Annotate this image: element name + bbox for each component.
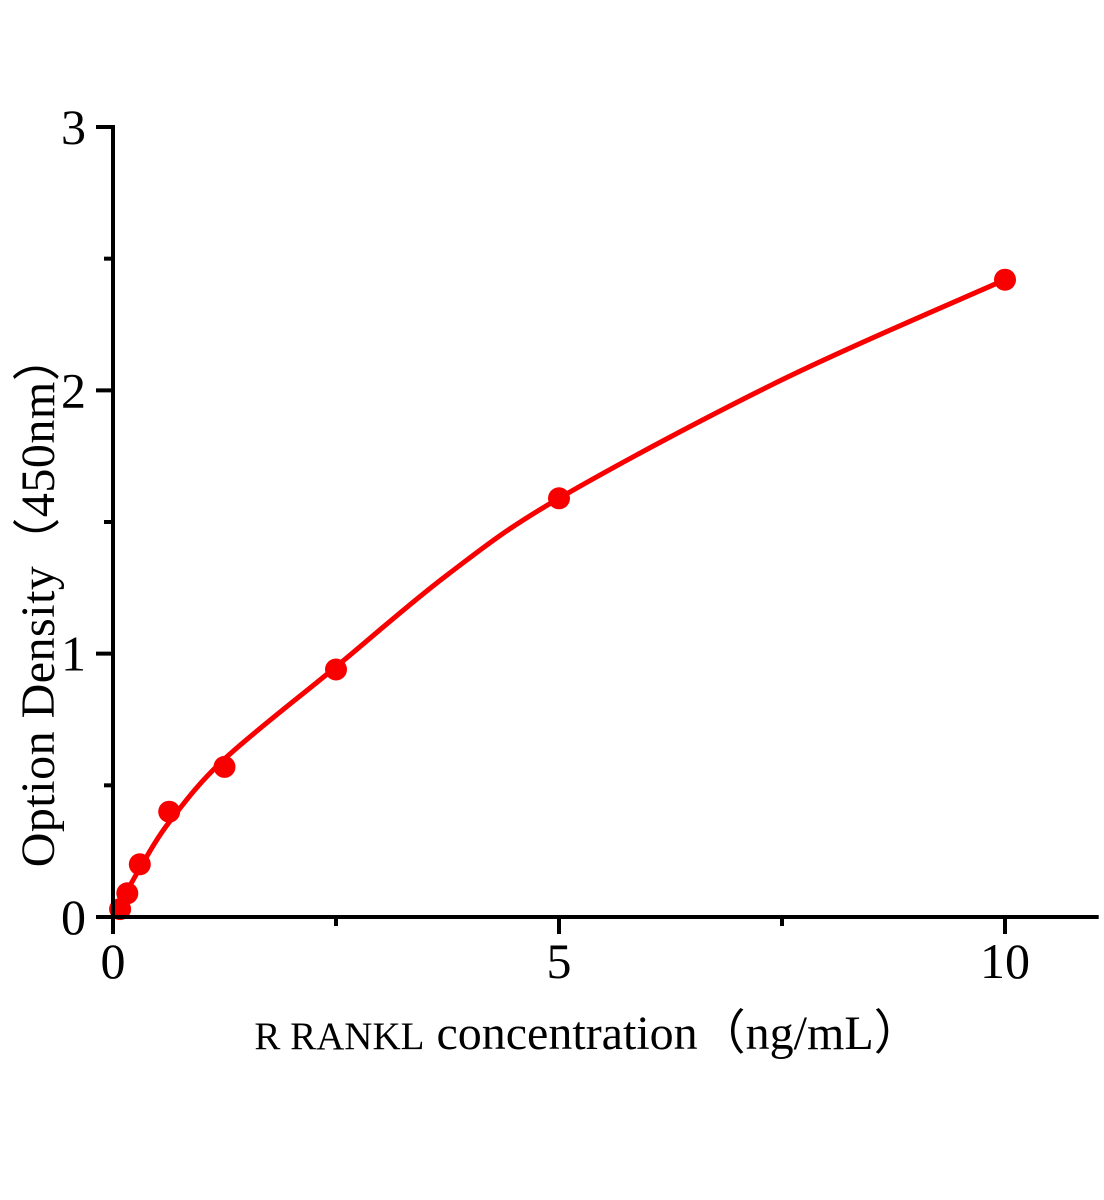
x-axis-title-prefix: R RANKL xyxy=(254,1015,425,1058)
x-axis-title: R RANKL concentration（ng/mL） xyxy=(254,993,921,1063)
data-point xyxy=(128,853,151,876)
x-axis-title-main: concentration（ng/mL） xyxy=(436,1007,922,1060)
y-tick-label: 0 xyxy=(61,889,86,945)
data-point xyxy=(325,658,347,681)
y-tick-label: 1 xyxy=(61,626,86,682)
data-point xyxy=(158,800,181,823)
data-point xyxy=(116,882,139,905)
y-axis-title: Option Density（450nm） xyxy=(12,332,65,868)
fit-curve xyxy=(110,277,1007,919)
data-point xyxy=(548,487,570,510)
x-tick-label: 10 xyxy=(980,933,1030,989)
x-tick-label: 5 xyxy=(547,933,572,989)
x-tick-label: 0 xyxy=(101,933,126,989)
y-tick-label: 3 xyxy=(61,99,86,155)
x-axis-title-spacer xyxy=(424,1007,436,1060)
y-tick-label: 2 xyxy=(61,362,86,418)
data-point xyxy=(213,755,236,778)
data-point xyxy=(994,268,1016,291)
